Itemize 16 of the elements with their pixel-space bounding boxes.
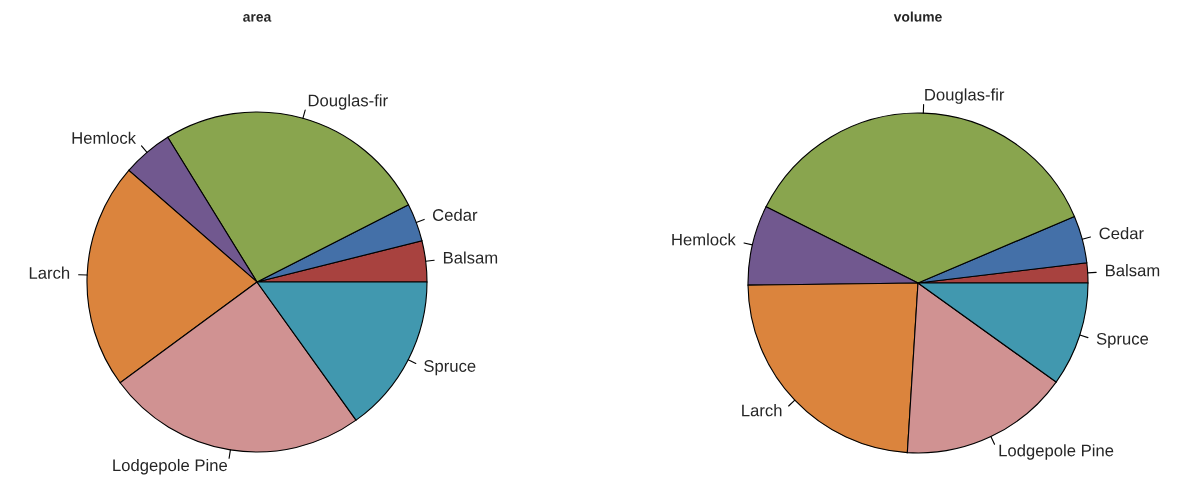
slice-label: Douglas-fir [308,94,388,110]
slice-label: Balsam [1106,264,1160,277]
slice-label: Larch [29,266,70,279]
slice-label: Cedar [432,208,478,221]
chart-title: volume [893,11,942,22]
slice-label: Spruce [424,360,476,376]
slice-label: Cedar [1099,227,1144,240]
slice-label: Spruce [1096,332,1149,348]
slice-label: Lodgepole Pine [999,444,1114,460]
slice-label: Douglas-fir [925,88,1005,104]
slice-label: Balsam [443,251,498,264]
slice-label: Lodgepole Pine [113,458,228,475]
slice-label: Hemlock [672,233,736,246]
slice-label: Larch [742,404,782,417]
slice-label: Hemlock [72,131,137,144]
chart-title: area [243,14,272,22]
